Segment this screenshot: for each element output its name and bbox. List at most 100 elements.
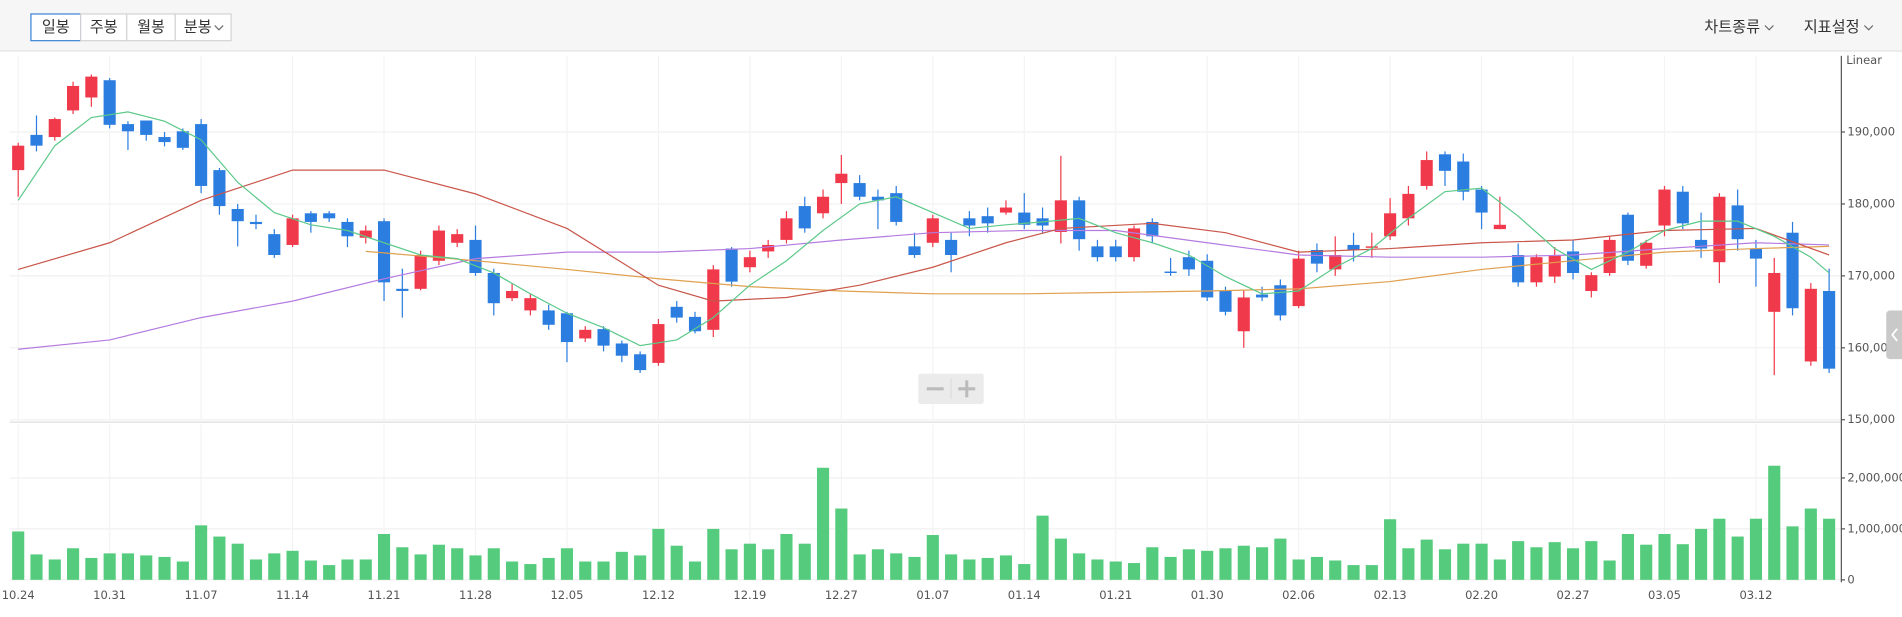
chevron xyxy=(1863,25,1874,31)
interval-label[interactable]: 분봉 xyxy=(184,18,212,36)
candle-body xyxy=(1201,260,1214,298)
candle-body xyxy=(1621,214,1634,261)
interval-label[interactable]: 주봉 xyxy=(90,18,118,36)
volume-bar xyxy=(908,556,921,580)
volume-bar xyxy=(524,564,537,580)
candle-body xyxy=(85,76,98,98)
volume-bar xyxy=(469,555,482,580)
x-tick-label: 01.14 xyxy=(1008,588,1041,602)
candle-body xyxy=(1310,249,1324,264)
volume-bar xyxy=(926,535,939,580)
candle-body xyxy=(158,137,171,143)
candle-body xyxy=(1164,271,1177,273)
candle-body xyxy=(524,298,537,311)
zoom-controls[interactable] xyxy=(918,373,984,404)
volume-bar xyxy=(1054,538,1067,580)
candle-body xyxy=(30,134,43,146)
candle-body xyxy=(908,246,921,256)
volume-bar xyxy=(414,554,427,580)
volume-bar xyxy=(835,508,848,580)
volume-bar xyxy=(249,559,263,580)
candle-body xyxy=(1548,255,1561,277)
volume-bar xyxy=(1347,565,1360,580)
candle-body xyxy=(981,216,994,224)
volume-bar xyxy=(780,533,793,580)
volume-bar xyxy=(213,536,226,580)
volume-bar xyxy=(1073,553,1086,580)
volume-bar xyxy=(871,549,884,580)
volume-bar xyxy=(1621,533,1634,580)
candle-body xyxy=(597,329,610,346)
x-tick-label: 02.27 xyxy=(1557,588,1590,602)
candle-body xyxy=(1530,257,1543,283)
volume-bar xyxy=(945,554,958,580)
interval-label[interactable]: 일봉 xyxy=(42,18,70,36)
menu-label[interactable]: 지표설정 xyxy=(1804,18,1860,36)
candle-body xyxy=(414,255,427,289)
x-tick-label: 03.05 xyxy=(1648,588,1681,602)
candle-body xyxy=(432,230,445,261)
candle-body xyxy=(1457,161,1470,192)
candle-body xyxy=(743,257,756,268)
toolbar xyxy=(0,0,1902,51)
menu-label[interactable]: 차트종류 xyxy=(1704,18,1760,36)
candle-body xyxy=(670,306,683,318)
candle-body xyxy=(615,343,628,356)
volume-bar xyxy=(597,561,610,580)
candle-body xyxy=(1512,255,1525,283)
volume-bar xyxy=(432,544,445,580)
candle-body xyxy=(560,313,574,343)
candle-body xyxy=(762,244,775,252)
volume-bar xyxy=(560,548,574,580)
candle-body xyxy=(268,234,281,256)
x-tick-label: 10.24 xyxy=(2,588,35,602)
volume-bar xyxy=(615,551,628,580)
volume-bar xyxy=(1255,547,1269,580)
x-tick-label: 02.13 xyxy=(1374,588,1407,602)
candle-body xyxy=(1493,224,1506,230)
y-tick-label: 160,000 xyxy=(1847,340,1895,354)
candle-body xyxy=(304,213,317,222)
candle-body xyxy=(1585,275,1598,291)
candle-body xyxy=(1237,297,1250,332)
candle-body xyxy=(286,218,299,245)
volume-bar xyxy=(1438,549,1452,580)
volume-bar xyxy=(652,528,665,580)
side-tab-bg[interactable] xyxy=(1886,310,1902,360)
volume-bar xyxy=(1201,550,1214,580)
x-tick-label: 12.27 xyxy=(825,588,858,602)
volume-bar xyxy=(1365,565,1378,580)
candle-body xyxy=(396,288,409,291)
candle-body xyxy=(542,310,555,325)
volume-bar xyxy=(1695,528,1708,580)
scale-label: Linear xyxy=(1846,53,1882,67)
volume-bar xyxy=(487,548,500,580)
interval-button[interactable] xyxy=(80,13,128,42)
side-tab[interactable] xyxy=(1886,310,1902,360)
volume-bar xyxy=(762,549,775,580)
volume-bar xyxy=(323,565,336,580)
volume-bar xyxy=(1457,543,1470,580)
y-tick-label: 150,000 xyxy=(1847,412,1895,426)
candle-body xyxy=(652,324,665,363)
x-tick-label: 11.14 xyxy=(276,588,309,602)
y-tick-label: 0 xyxy=(1847,572,1854,586)
candle-body xyxy=(1603,239,1616,273)
y-tick-label: 190,000 xyxy=(1847,125,1895,139)
volume-bar xyxy=(1512,541,1525,580)
volume-bar xyxy=(286,550,299,580)
volume-bar xyxy=(1127,563,1141,580)
candle-body xyxy=(1347,244,1360,250)
candle-body xyxy=(1695,239,1708,249)
interval-label[interactable]: 월봉 xyxy=(137,18,165,36)
candle-body xyxy=(1402,193,1415,219)
candle-body xyxy=(1786,232,1799,309)
volume-bar xyxy=(1310,556,1324,580)
volume-bar xyxy=(1566,548,1580,580)
x-tick-label: 01.21 xyxy=(1099,588,1132,602)
volume-bar xyxy=(268,553,281,580)
volume-bar xyxy=(1018,564,1031,580)
